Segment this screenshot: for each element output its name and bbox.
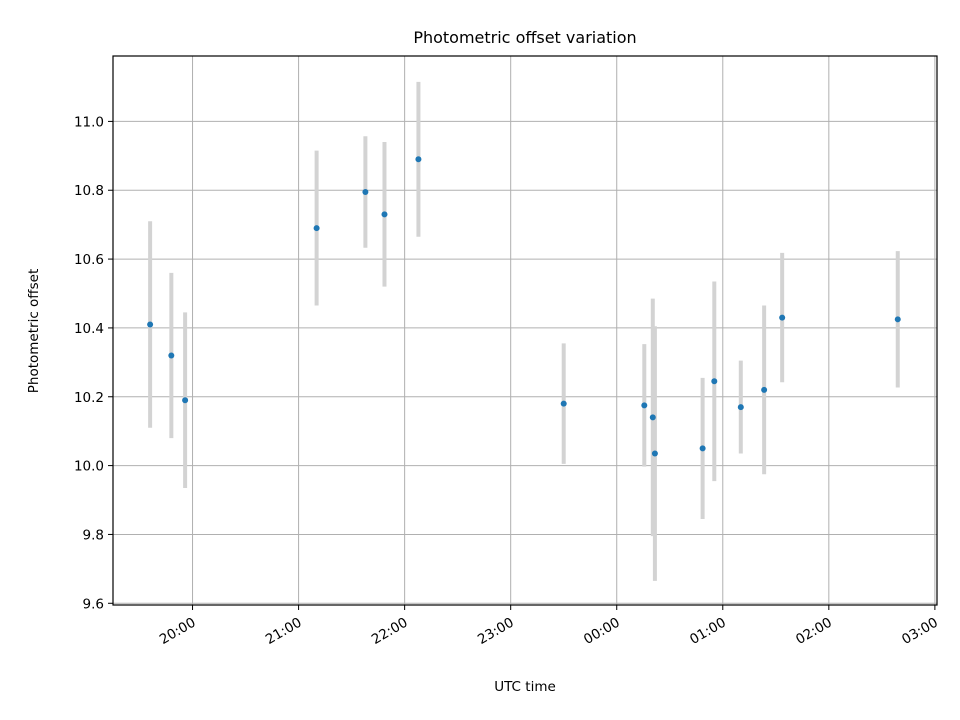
y-tick-label: 11.0 (74, 114, 104, 130)
y-tick-label: 10.8 (74, 183, 104, 199)
data-point (641, 402, 648, 409)
y-tick-label: 9.8 (83, 527, 104, 543)
data-point (699, 445, 706, 452)
plot-frame (112, 55, 938, 606)
y-tick-label: 9.6 (83, 596, 104, 612)
data-point (651, 450, 658, 457)
x-axis-label: UTC time (494, 679, 556, 695)
data-point (313, 225, 320, 232)
data-point (737, 404, 744, 411)
y-axis-label: Photometric offset (26, 269, 42, 393)
y-axis-ticks: 9.6 9.8 10.0 10.2 10.4 10.6 10.8 11.0 (74, 114, 113, 612)
data-point (711, 378, 718, 385)
data-point (182, 397, 189, 404)
chart-title: Photometric offset variation (413, 28, 636, 47)
data-point (147, 321, 154, 328)
y-tick-label: 10.6 (74, 252, 104, 268)
data-points (147, 156, 901, 457)
y-tick-label: 10.2 (74, 390, 104, 406)
data-point (381, 211, 388, 218)
y-tick-label: 10.4 (74, 321, 104, 337)
data-point (362, 188, 369, 195)
data-point (168, 352, 175, 359)
data-point (415, 156, 422, 163)
data-point (560, 400, 567, 407)
data-point (894, 316, 901, 323)
data-point (761, 386, 768, 393)
grid (113, 56, 937, 605)
data-point (779, 314, 786, 321)
data-point (649, 414, 656, 421)
y-tick-label: 10.0 (74, 459, 104, 475)
